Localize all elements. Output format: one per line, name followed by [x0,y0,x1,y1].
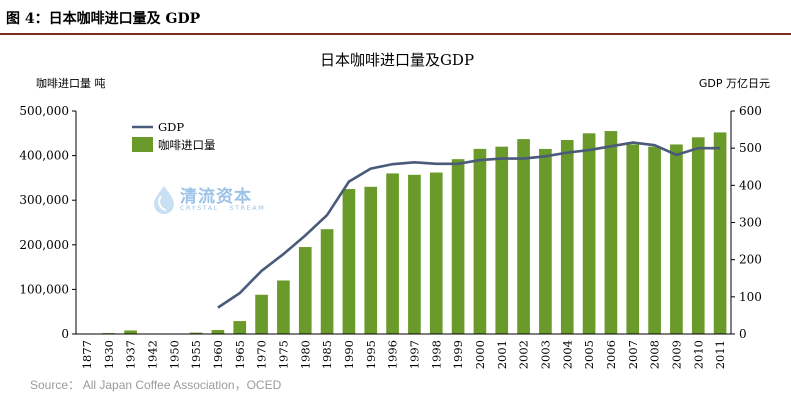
y-tick-label: 500,000 [19,104,69,118]
x-tick-label: 1970 [255,340,269,369]
watermark-text: 清流资本 [180,187,252,207]
bar-2007 [626,144,640,334]
source-note: Source： All Japan Coffee Association，OCE… [30,378,282,392]
bar-1980 [298,247,312,334]
bar-1975 [277,280,290,334]
y-tick-label: 0 [61,327,69,341]
bar-1997 [408,174,421,334]
x-tick-label: 1965 [233,340,247,369]
y-tick-label: 200,000 [19,238,69,252]
y2-tick-label: 200 [739,253,762,267]
bar-2010 [691,137,705,334]
bar-2004 [560,139,574,334]
bar-1998 [429,172,443,334]
bar-1990 [342,189,356,334]
bar-1937 [124,330,137,334]
x-tick-label: 2003 [538,340,552,369]
x-tick-label: 1975 [276,340,290,369]
x-tick-label: 1930 [102,340,116,369]
x-tick-label: 2010 [691,340,705,369]
x-tick-label: 2009 [669,340,683,369]
gdp-line [217,141,721,309]
x-tick-label: 2001 [495,340,509,369]
bar-2001 [495,146,509,334]
y2-tick-label: 100 [739,290,762,304]
x-tick-label: 2008 [648,340,662,369]
watermark-subtext: CRYSTAL STREAM [180,204,266,212]
y2-tick-label: 300 [739,216,762,230]
legend-line-label: GDP [158,120,184,134]
legend: GDP 咖啡进口量 [132,120,216,152]
y2-tick-label: 500 [739,141,762,155]
x-tick-label: 1960 [211,340,225,369]
y2-axis-label: GDP 万亿日元 [699,77,770,90]
watermark-drop-icon [154,186,174,214]
bar-1965 [233,321,247,334]
y-tick-label: 100,000 [19,282,69,296]
x-tick-label: 1942 [145,340,159,369]
x-tick-label: 1937 [124,340,138,369]
x-labels-group: 1877 1930 1937 1942 1950 1955 1960 1965 1970 1975… [80,340,727,369]
bar-1955 [189,332,203,334]
bar-2011 [713,132,727,334]
x-tick-label: 1995 [364,340,378,369]
x-tick-label: 2011 [713,340,727,369]
x-tick-label: 1955 [189,340,203,369]
legend-bar-label: 咖啡进口量 [158,138,216,152]
ticks-group: 0 100,000 200,000 300,000 400,000 500,000 0 100… [19,104,762,341]
x-tick-label: 2006 [604,340,618,369]
x-tick-label: 2004 [560,340,574,369]
x-tick-label: 1998 [429,340,443,369]
y2-tick-label: 0 [739,327,747,341]
y-tick-label: 400,000 [19,149,69,163]
x-tick-label: 1990 [342,340,356,369]
watermark: 清流资本 CRYSTAL STREAM [152,183,282,219]
x-tick-label: 2000 [473,340,487,369]
bar-1970 [255,294,268,334]
bar-1995 [364,186,378,334]
x-tick-label: 1985 [320,340,334,369]
bar-2006 [604,131,618,334]
bar-2009 [670,144,683,334]
bar-1999 [451,159,465,334]
bar-1996 [386,173,399,334]
bar-1985 [320,229,334,334]
x-tick-label: 1980 [298,340,312,369]
x-tick-label: 2005 [582,340,596,369]
bar-2008 [648,146,661,334]
caption-rule [0,33,791,35]
figure-caption: 图 4：日本咖啡进口量及 GDP [6,11,201,27]
x-tick-label: 1877 [80,340,94,369]
bar-2005 [582,133,596,334]
x-tick-label: 2002 [517,340,531,369]
bar-2003 [539,148,552,334]
bar-2002 [517,139,530,334]
bar-1960 [211,329,225,334]
chart-title: 日本咖啡进口量及GDP [320,51,474,69]
bar-2000 [473,148,487,334]
x-tick-label: 1996 [386,340,400,369]
y2-tick-label: 400 [739,178,762,192]
bars-group [80,131,727,334]
legend-bar-swatch [132,137,153,152]
x-tick-label: 1999 [451,340,465,369]
y-tick-label: 300,000 [19,193,69,207]
y2-tick-label: 600 [739,104,762,118]
x-tick-label: 2007 [626,340,640,369]
x-tick-label: 1997 [407,340,421,369]
x-tick-label: 1950 [167,340,181,369]
y-axis-label: 咖啡进口量 吨 [36,76,106,90]
